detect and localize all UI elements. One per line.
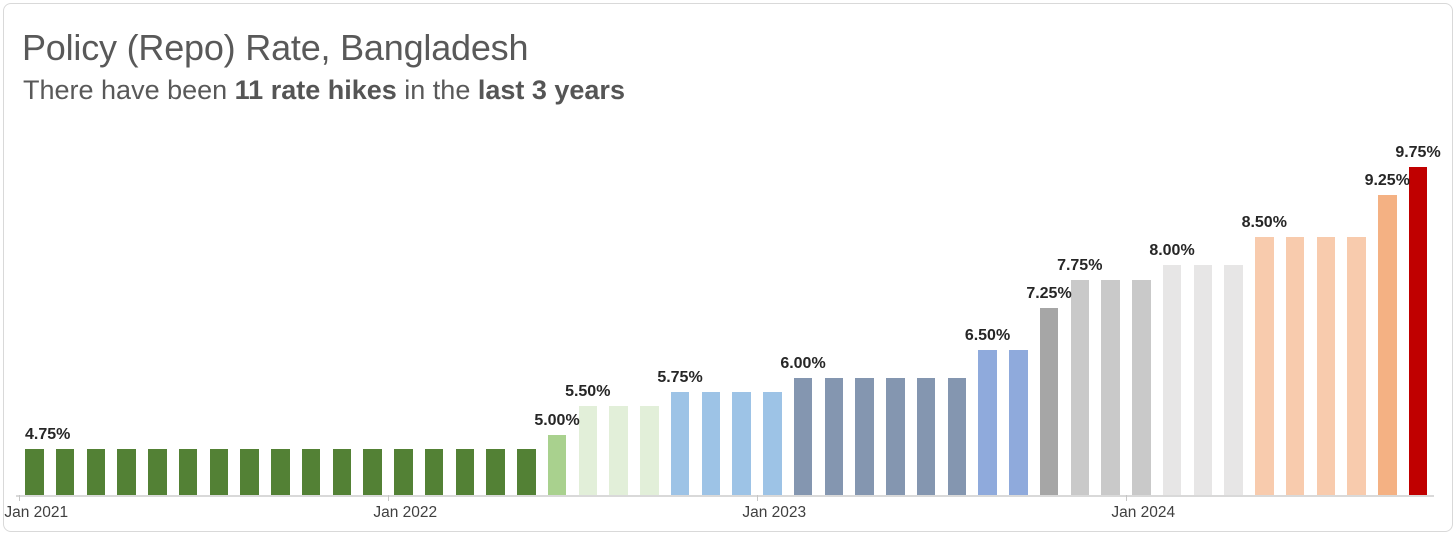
bar-feb-2021 (55, 448, 75, 495)
bar-may-2023 (886, 378, 905, 495)
bar-sep-2022 (640, 406, 659, 495)
bar-may-2024 (1255, 237, 1274, 495)
bar-jul-2022 (578, 406, 597, 495)
value-label-4.75pct: 4.75% (25, 425, 71, 443)
value-label-8.50pct: 8.50% (1241, 214, 1287, 232)
x-axis-tick-jan-2022 (387, 495, 389, 501)
bar-feb-2023 (793, 378, 813, 495)
x-axis-line (16, 495, 1434, 497)
bar-jun-2024 (1285, 237, 1305, 495)
bar-oct-2023 (1039, 307, 1059, 495)
bar-aug-2021 (240, 448, 259, 495)
bar-oct-2021 (301, 448, 321, 495)
bar-apr-2022 (486, 448, 505, 495)
bar-sep-2021 (271, 448, 290, 495)
bar-jan-2023 (763, 392, 782, 495)
bar-jun-2022 (547, 434, 567, 495)
bar-feb-2024 (1162, 265, 1182, 495)
bar-apr-2023 (855, 378, 874, 495)
subtitle-segment: 11 rate hikes (234, 75, 397, 106)
bar-dec-2022 (732, 392, 751, 495)
x-tick-label-jan-2023: Jan 2023 (742, 504, 807, 521)
bar-dec-2021 (363, 448, 382, 495)
value-label-9.75pct: 9.75% (1395, 143, 1441, 161)
bar-may-2021 (148, 448, 167, 495)
bar-may-2022 (517, 448, 536, 495)
bar-mar-2024 (1193, 265, 1212, 495)
bar-sep-2024 (1378, 194, 1397, 495)
value-label-9.25pct: 9.25% (1364, 171, 1410, 189)
bar-jun-2023 (916, 378, 936, 495)
value-label-8.00pct: 8.00% (1149, 242, 1195, 260)
bar-mar-2021 (86, 448, 105, 495)
x-axis-tick-jan-2023 (756, 495, 758, 501)
subtitle-segment: last 3 years (477, 75, 625, 106)
subtitle-segment: There have been (23, 75, 235, 106)
x-tick-label-jan-2024: Jan 2024 (1111, 504, 1176, 521)
value-label-7.75pct: 7.75% (1057, 256, 1103, 274)
bar-oct-2022 (670, 392, 690, 495)
bar-sep-2023 (1009, 350, 1028, 495)
x-axis-tick-jan-2021 (18, 495, 20, 501)
bar-aug-2023 (978, 350, 997, 495)
bar-jul-2024 (1316, 237, 1335, 495)
value-label-6.50pct: 6.50% (964, 327, 1011, 345)
value-label-6.00pct: 6.00% (780, 355, 826, 373)
value-label-5.00pct: 5.00% (534, 411, 580, 429)
x-tick-label-jan-2021: Jan 2021 (4, 504, 69, 521)
bar-apr-2021 (117, 448, 136, 495)
bar-aug-2024 (1347, 237, 1366, 495)
bar-jul-2023 (947, 378, 966, 495)
bar-oct-2024 (1408, 166, 1428, 495)
value-label-7.25pct: 7.25% (1026, 284, 1072, 302)
chart-title: Policy (Repo) Rate, Bangladesh (22, 27, 529, 68)
bar-nov-2023 (1070, 279, 1089, 495)
bar-jan-2024 (1132, 279, 1151, 495)
x-tick-label-jan-2022: Jan 2022 (373, 504, 438, 521)
value-label-5.50pct: 5.50% (565, 383, 611, 401)
bar-apr-2024 (1224, 265, 1243, 495)
bar-jan-2021 (25, 448, 44, 495)
value-label-5.75pct: 5.75% (657, 369, 703, 387)
bar-feb-2022 (424, 448, 444, 495)
bar-nov-2022 (701, 392, 720, 495)
bar-mar-2023 (824, 378, 843, 495)
bar-aug-2022 (609, 406, 628, 495)
bar-nov-2021 (332, 448, 351, 495)
subtitle-segment: in the (396, 75, 478, 106)
bar-jan-2022 (394, 448, 413, 495)
bar-jun-2021 (178, 448, 198, 495)
bar-jul-2021 (209, 448, 228, 495)
chart-header: Policy (Repo) Rate, Bangladesh There hav… (22, 26, 625, 106)
bar-dec-2023 (1101, 279, 1120, 495)
bar-mar-2022 (455, 448, 474, 495)
x-axis-tick-jan-2024 (1125, 495, 1127, 501)
chart-subtitle: There have been 11 rate hikes in the las… (23, 75, 625, 106)
